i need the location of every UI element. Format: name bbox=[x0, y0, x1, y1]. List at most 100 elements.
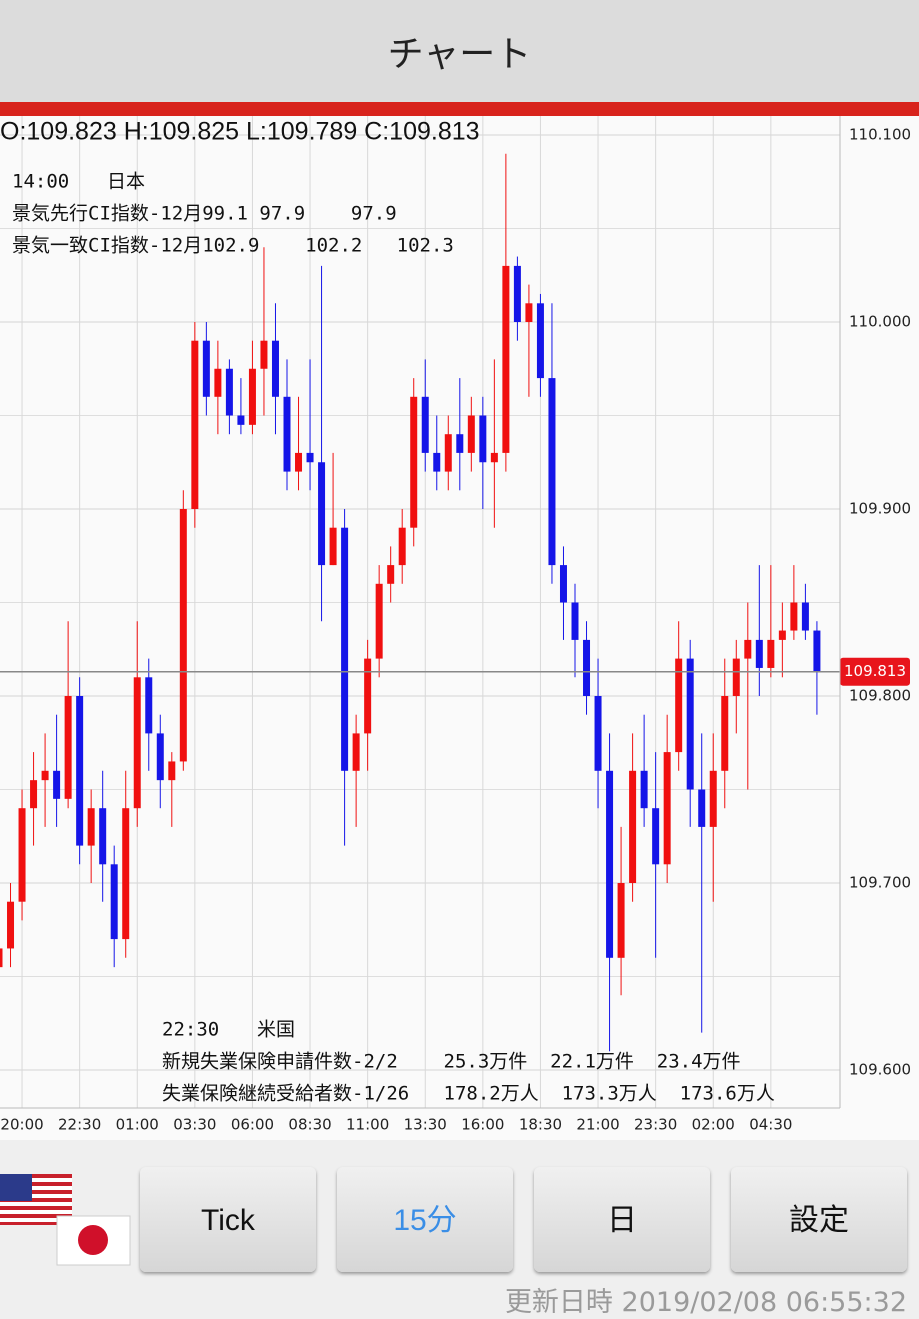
candle-body bbox=[0, 948, 3, 968]
y-tick-label: 109.600 bbox=[849, 1061, 911, 1079]
candle-body bbox=[755, 639, 763, 668]
candle-body bbox=[675, 658, 683, 753]
candle-body bbox=[329, 527, 337, 566]
y-tick-label: 109.700 bbox=[849, 874, 911, 892]
candle-body bbox=[629, 770, 637, 883]
candle-body bbox=[179, 509, 187, 762]
candle-body bbox=[640, 770, 648, 809]
candle-body bbox=[801, 602, 809, 631]
candle-body bbox=[559, 565, 567, 603]
candle-body bbox=[502, 265, 510, 453]
event-line: 新規失業保険申請件数-2/2 25.3万件 22.1万件 23.4万件 bbox=[162, 1051, 741, 1073]
candle-body bbox=[398, 527, 406, 566]
candle-body bbox=[133, 677, 141, 809]
candle-body bbox=[41, 770, 49, 781]
candle-body bbox=[606, 770, 614, 958]
event-country: 米国 bbox=[257, 1019, 295, 1041]
tab-button[interactable]: Tick bbox=[140, 1167, 316, 1272]
update-time: 更新日時 2019/02/08 06:55:32 bbox=[505, 1280, 907, 1319]
candle-body bbox=[709, 770, 717, 827]
candle-body bbox=[214, 368, 222, 397]
candle-body bbox=[64, 696, 72, 799]
event-time: 14:00 bbox=[12, 171, 69, 193]
candle-body bbox=[767, 639, 775, 668]
x-tick-label: 04:30 bbox=[749, 1116, 792, 1134]
y-tick-label: 109.800 bbox=[849, 687, 911, 705]
candle-body bbox=[7, 901, 15, 949]
candle-body bbox=[99, 808, 107, 865]
candle-body bbox=[456, 434, 464, 453]
candle-body bbox=[467, 415, 475, 453]
candle-body bbox=[53, 770, 61, 799]
candle-body bbox=[571, 602, 579, 640]
x-tick-label: 06:00 bbox=[231, 1116, 274, 1134]
candle-body bbox=[260, 340, 268, 369]
y-tick-label: 109.900 bbox=[849, 500, 911, 518]
y-tick-label: 110.000 bbox=[849, 313, 911, 331]
candle-body bbox=[283, 396, 291, 472]
candle-body bbox=[583, 639, 591, 696]
candle-body bbox=[778, 630, 786, 640]
event-line: 失業保険継続受給者数-1/26 178.2万人 173.3万人 173.6万人 bbox=[162, 1083, 775, 1105]
candle-body bbox=[387, 565, 395, 584]
candle-body bbox=[352, 733, 360, 771]
candle-body bbox=[295, 452, 303, 472]
candle-body bbox=[744, 639, 752, 659]
candle-body bbox=[421, 396, 429, 453]
candle-body bbox=[594, 696, 602, 771]
x-tick-label: 13:30 bbox=[404, 1116, 447, 1134]
last-price-label: 109.813 bbox=[844, 662, 906, 680]
x-tick-label: 20:00 bbox=[0, 1116, 43, 1134]
plot-bg bbox=[0, 116, 919, 1140]
candle-body bbox=[790, 602, 798, 631]
x-tick-label: 23:30 bbox=[634, 1116, 677, 1134]
event-line: 景気先行CI指数-12月99.1 97.9 97.9 bbox=[12, 203, 397, 225]
candle-body bbox=[18, 808, 26, 902]
candle-body bbox=[548, 378, 556, 566]
candle-body bbox=[271, 340, 279, 397]
tab-button[interactable]: 日 bbox=[534, 1167, 710, 1272]
last-price-tag bbox=[840, 657, 910, 686]
candle-body bbox=[318, 462, 326, 566]
event-line: 景気一致CI指数-12月102.9 102.2 102.3 bbox=[12, 235, 454, 257]
candle-body bbox=[433, 452, 441, 472]
candle-body bbox=[248, 368, 256, 425]
candle-body bbox=[698, 789, 706, 827]
candle-body bbox=[536, 303, 544, 379]
candle-body bbox=[110, 864, 118, 940]
x-tick-label: 18:30 bbox=[519, 1116, 562, 1134]
x-tick-label: 03:30 bbox=[173, 1116, 216, 1134]
title: チャート bbox=[387, 34, 532, 75]
chart: 110.100 110.000 109.900 109.800 109.700 109.6… bbox=[0, 116, 919, 1140]
candle-body bbox=[191, 340, 199, 509]
x-tick-label: 02:00 bbox=[692, 1116, 735, 1134]
tab-button[interactable]: 設定 bbox=[731, 1167, 907, 1272]
x-tick-label: 01:00 bbox=[116, 1116, 159, 1134]
x-tick-label: 08:30 bbox=[288, 1116, 331, 1134]
candle-body bbox=[479, 415, 487, 463]
candle-body bbox=[202, 340, 210, 397]
candle-body bbox=[76, 696, 84, 846]
x-tick-label: 21:00 bbox=[576, 1116, 619, 1134]
candle-body bbox=[156, 733, 164, 781]
candle-body bbox=[617, 883, 625, 958]
update-timestamp: 2019/02/08 06:55:32 bbox=[621, 1287, 907, 1318]
candle-body bbox=[721, 696, 729, 771]
candle-body bbox=[87, 808, 95, 846]
candle-body bbox=[410, 396, 418, 528]
candle-body bbox=[30, 780, 38, 809]
jp-flag bbox=[56, 1215, 131, 1266]
title-bar: チャート bbox=[0, 0, 919, 102]
candle-body bbox=[375, 583, 383, 659]
ohlc-text: O:109.823 H:109.825 L:109.789 C:109.813 bbox=[0, 118, 480, 146]
candle-body bbox=[225, 368, 233, 416]
candle-body bbox=[663, 752, 671, 865]
tab-button[interactable]: 15分 bbox=[337, 1167, 513, 1272]
candle-body bbox=[652, 808, 660, 865]
candle-body bbox=[122, 808, 130, 940]
candle-body bbox=[306, 452, 314, 463]
x-tick-label: 11:00 bbox=[346, 1116, 389, 1134]
x-tick-label: 16:00 bbox=[461, 1116, 504, 1134]
candle-body bbox=[732, 658, 740, 696]
